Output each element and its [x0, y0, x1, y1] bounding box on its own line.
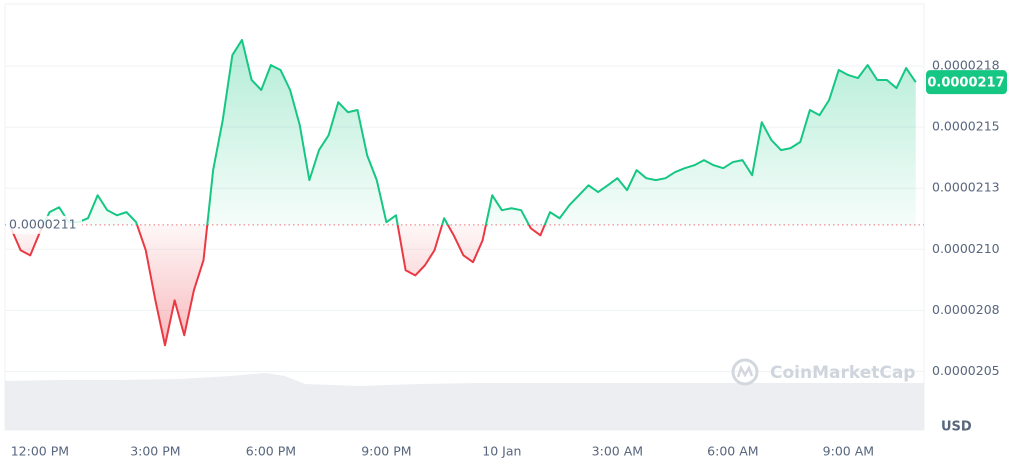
watermark-logo — [731, 358, 759, 386]
y-tick-label: 0.0000218 — [932, 58, 1000, 73]
x-tick-label: 10 Jan — [482, 444, 521, 459]
watermark: CoinMarketCap — [770, 363, 915, 383]
volume-area — [5, 373, 924, 430]
y-axis-unit: USD — [941, 420, 972, 435]
x-tick-label: 6:00 PM — [246, 444, 296, 459]
x-tick-label: 12:00 PM — [11, 444, 69, 459]
y-tick-label: 0.0000213 — [932, 180, 1000, 195]
series — [5, 38, 924, 347]
y-tick-label: 0.0000208 — [932, 302, 1000, 317]
area-fill — [11, 39, 916, 346]
baseline-label-bg — [6, 215, 82, 234]
price-line — [10, 38, 917, 347]
x-tick-label: 6:00 AM — [707, 444, 758, 459]
x-tick-label: 3:00 PM — [130, 444, 180, 459]
baseline-label: 0.0000211 — [9, 216, 77, 231]
labels: 0.0000218 0.0000215 0.0000213 0.0000210 0.00… — [6, 58, 1007, 459]
y-tick-label: 0.0000205 — [932, 363, 1000, 378]
x-tick-label: 3:00 AM — [592, 444, 643, 459]
x-tick-label: 9:00 AM — [823, 444, 874, 459]
y-tick-label: 0.0000215 — [932, 119, 1000, 134]
y-tick-label: 0.0000210 — [932, 241, 1000, 256]
price-tag-bg — [926, 70, 1007, 95]
price-tag: 0.0000217 — [927, 76, 1004, 91]
x-tick-label: 9:00 PM — [361, 444, 411, 459]
